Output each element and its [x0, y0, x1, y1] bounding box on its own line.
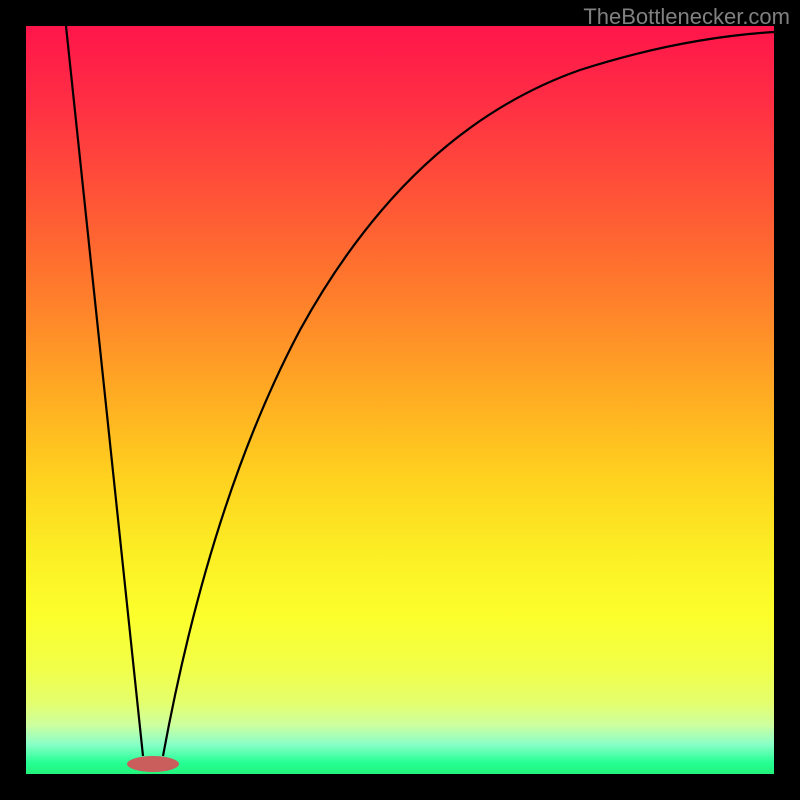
- plot-area-gradient: [26, 26, 774, 774]
- optimal-point-marker: [127, 756, 179, 772]
- chart-container: TheBottlenecker.com: [0, 0, 800, 800]
- watermark-text: TheBottlenecker.com: [583, 4, 790, 30]
- bottleneck-curve-chart: [0, 0, 800, 800]
